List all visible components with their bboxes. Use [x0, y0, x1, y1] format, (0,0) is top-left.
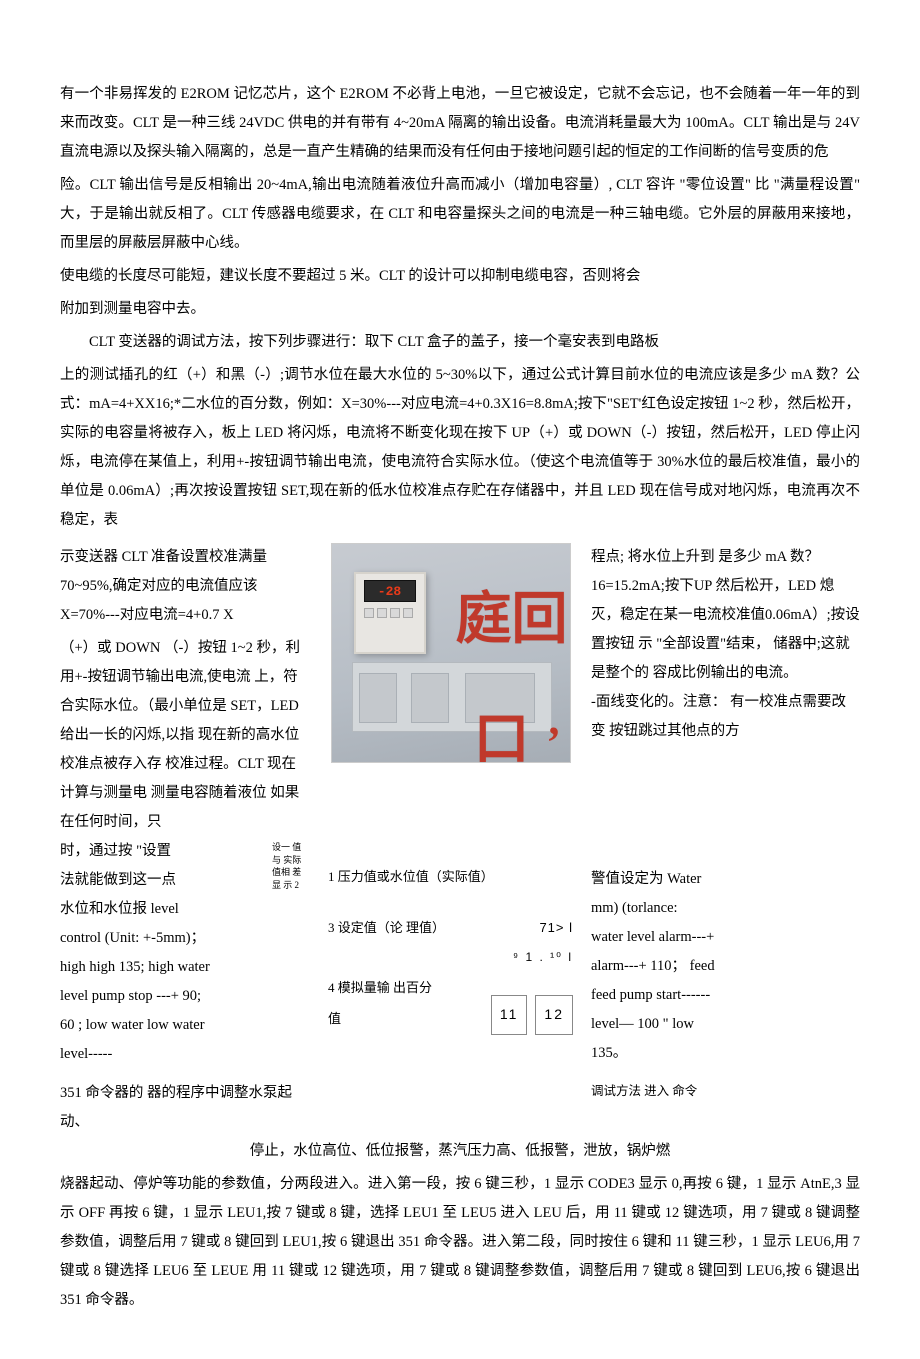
panel-btn	[364, 608, 374, 618]
row-l4: high high 135; high water	[60, 953, 310, 982]
caption-3-value: 71> l	[539, 912, 573, 943]
left-line-4: （+）或 DOWN （-）按钮 1~2 秒，利用+-按钮调节输出电流,使电流 上…	[60, 634, 310, 837]
paragraph-5: CLT 变送器的调试方法，按下列步骤进行：取下 CLT 盒子的盖子，接一个毫安表…	[60, 328, 860, 357]
bottom-mid	[328, 1079, 573, 1137]
row-r6: feed pump start------	[591, 981, 860, 1010]
mid-labels: 1 压力值或水位值（实际值） 3 设定值（论 理值） 71> l ⁹ 1 . ¹…	[328, 861, 573, 1035]
row-l5: level pump stop ---+ 90;	[60, 982, 310, 1011]
paragraph-6: 上的测试插孔的红（+）和黑（-）;调节水位在最大水位的 5~30%以下，通过公式…	[60, 361, 860, 535]
overlay-char-3: 口	[474, 684, 530, 796]
bottom-right: 调试方法 进入 命令	[591, 1079, 860, 1137]
panel-btn	[390, 608, 400, 618]
paragraph-1: 有一个非易挥发的 E2ROM 记忆芯片，这个 E2ROM 不必背上电池，一旦它被…	[60, 80, 860, 167]
caption-9-10: ⁹ 1 . ¹⁰ l	[328, 943, 573, 972]
bottom-para-3: 烧器起动、停炉等功能的参数值，分两段进入。进入第一段，按 6 键三秒，1 显示 …	[60, 1170, 860, 1315]
button-row	[364, 608, 413, 618]
row-l3: control (Unit: +-5mm)；	[60, 924, 310, 953]
row-2: 设一 值与 实际 值相 差显 示 2 时，通过按 "设置 法就能做到这一点 水位…	[60, 837, 860, 1069]
num-box-12: 12	[535, 995, 573, 1035]
row-l6: 60 ; low water low water	[60, 1011, 310, 1040]
paragraph-2: 险。CLT 输出信号是反相输出 20~4mA,输出电流随着液位升高而减小（增加电…	[60, 171, 860, 258]
left-column: 示变送器 CLT 准备设置校准满量 70~95%,确定对应的电流值应该 X=70…	[60, 543, 310, 837]
control-panel: -28	[354, 572, 426, 654]
row-r4: water level alarm---+	[591, 923, 860, 952]
multi-column-section: 示变送器 CLT 准备设置校准满量 70~95%,确定对应的电流值应该 X=70…	[60, 543, 860, 837]
middle-column-2: 1 压力值或水位值（实际值） 3 设定值（论 理值） 71> l ⁹ 1 . ¹…	[328, 837, 573, 1069]
caption-1: 1 压力值或水位值（实际值）	[328, 861, 573, 892]
led-display: -28	[364, 580, 416, 602]
row-r5: alarm---+ 110； feed	[591, 952, 860, 981]
left-line-1: 示变送器 CLT 准备设置校准满量	[60, 543, 310, 572]
panel-btn	[403, 608, 413, 618]
bottom-para-2: 停止，水位高位、低位报警，蒸汽压力高、低报警，泄放，锅炉燃	[60, 1137, 860, 1166]
bottom-left: 351 命令器的 器的程序中调整水泵起动、	[60, 1079, 310, 1137]
left-line-3: X=70%---对应电流=4+0.7 X	[60, 601, 310, 630]
sub-panel	[411, 673, 449, 723]
overlay-char-1: 庭	[456, 564, 512, 676]
right-column-2: 警值设定为 Water mm) (torlance: water level a…	[591, 837, 860, 1069]
middle-column: -28 庭 回 口 ,	[328, 543, 573, 837]
row-r2: 警值设定为 Water	[591, 865, 860, 894]
paragraph-3: 使电缆的长度尽可能短，建议长度不要超过 5 米。CLT 的设计可以抑制电缆电容，…	[60, 262, 860, 291]
sub-panel	[359, 673, 397, 723]
num-box-11: 11	[491, 995, 528, 1035]
panel-btn	[377, 608, 387, 618]
row-l7: level-----	[60, 1040, 310, 1069]
right-column: 程点; 将水位上升到 是多少 mA 数？ 16=15.2mA;按下UP 然后松开…	[591, 543, 860, 837]
row-r3: mm) (torlance:	[591, 894, 860, 923]
left-line-2: 70~95%,确定对应的电流值应该	[60, 572, 310, 601]
paragraph-4: 附加到测量电容中去。	[60, 295, 860, 324]
overlay-comma: ,	[549, 676, 560, 764]
right-text-2: -面线变化的。注意： 有一校准点需要改变 按钮跳过其他点的方	[591, 688, 860, 746]
caption-4: 4 模拟量输 出百分值	[328, 972, 438, 1034]
overlay-char-2: 回	[512, 564, 568, 676]
left-column-2: 设一 值与 实际 值相 差显 示 2 时，通过按 "设置 法就能做到这一点 水位…	[60, 837, 310, 1069]
row-l2: 水位和水位报 level	[60, 895, 310, 924]
device-photo: -28 庭 回 口 ,	[331, 543, 571, 763]
float-note-box: 设一 值与 实际 值相 差显 示 2	[272, 837, 310, 891]
right-text-1: 程点; 将水位上升到 是多少 mA 数？ 16=15.2mA;按下UP 然后松开…	[591, 543, 860, 688]
caption-3: 3 设定值（论 理值）	[328, 912, 445, 943]
row-r8: 135。	[591, 1039, 860, 1068]
bottom-row: 351 命令器的 器的程序中调整水泵起动、 调试方法 进入 命令	[60, 1079, 860, 1137]
row-r7: level— 100 " low	[591, 1010, 860, 1039]
